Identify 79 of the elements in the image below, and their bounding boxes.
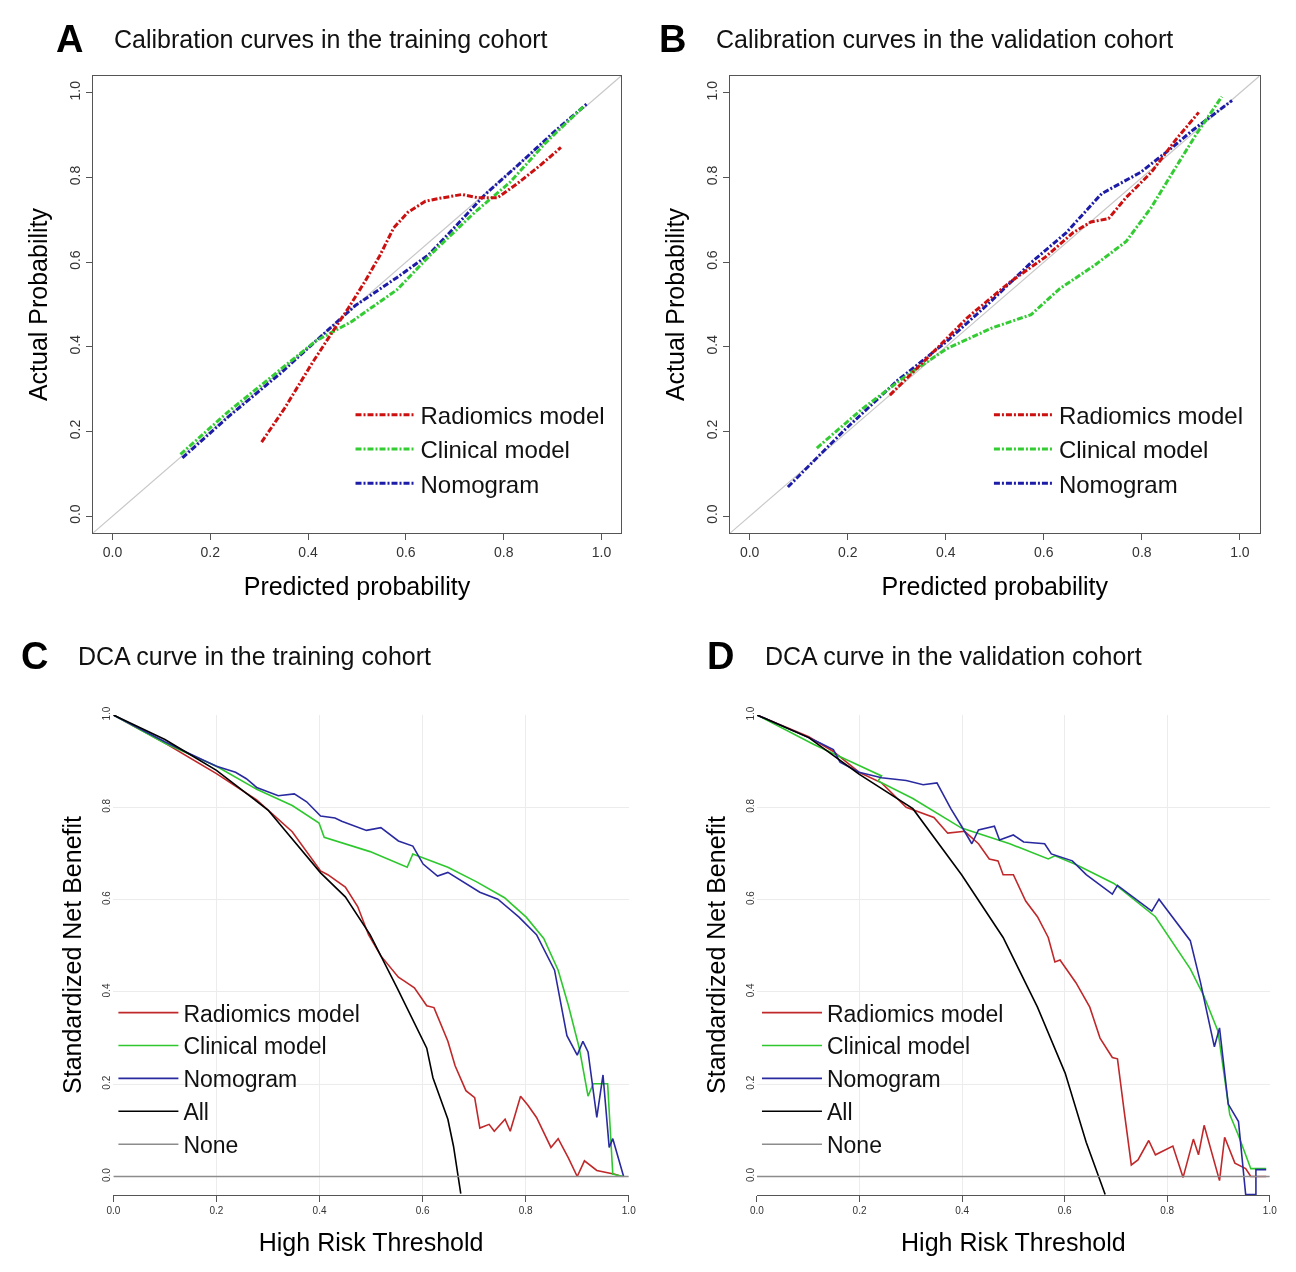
legend-label: Clinical model [826,1033,971,1060]
x-tick-label: 0.6 [415,1205,431,1217]
x-tick-label: 0.2 [852,1205,867,1217]
legend-label: Nomogram [1058,470,1178,498]
y-tick-label: 0.6 [101,890,113,906]
x-tick-label: 0.6 [396,544,416,561]
x-tick-label: 1.0 [1262,1205,1278,1217]
y-tick-label: 0.0 [704,504,721,524]
y-tick-label: 0.6 [67,250,84,270]
y-tick-label: 0.2 [101,1075,113,1090]
x-axis-title: High Risk Threshold [258,1228,484,1257]
legend-label: Radiomics model [183,1000,360,1027]
y-tick-label: 1.0 [67,80,84,101]
y-tick-label: 0.8 [67,165,84,186]
y-tick-label: 0.8 [744,798,756,813]
legend-label: Radiomics model [420,402,605,430]
y-tick-label: 0.4 [744,983,756,998]
legend-label: Radiomics model [826,1000,1004,1027]
y-tick-label: 0.8 [101,798,113,813]
legend-label: None [183,1132,239,1159]
y-tick-label: 0.2 [67,419,84,440]
y-tick-label: 0.8 [704,165,721,186]
y-tick-label: 0.4 [67,334,84,355]
x-tick-label: 1.0 [1230,544,1250,561]
line-series [888,110,1201,397]
chart-title: Calibration curves in the training cohort [114,25,548,53]
x-tick-label: 0.8 [1132,544,1152,561]
text: C [21,635,49,677]
y-axis-title: Standardized Net Benefit [58,815,87,1094]
x-tick-label: 0.4 [312,1205,327,1217]
y-axis-title: Actual Probability [23,207,52,402]
chart-title: DCA curve in the validation cohort [765,642,1142,670]
y-tick-label: 0.0 [744,1167,756,1182]
x-tick-label: 0.8 [518,1205,534,1217]
legend-label: Nomogram [183,1066,298,1093]
x-tick-label: 1.0 [591,544,612,561]
legend-label: Nomogram [826,1066,941,1093]
y-axis-title: Actual Probability [661,207,690,402]
text: D [707,635,735,677]
y-tick-label: 0.2 [704,419,721,440]
x-axis-title: Predicted probability [243,572,471,601]
x-tick-label: 0.2 [200,544,221,561]
line-series [756,715,1106,1195]
y-tick-label: 1.0 [101,706,113,721]
y-tick-label: 0.4 [704,334,721,355]
y-axis-title: Standardized Net Benefit [701,815,730,1094]
y-tick-label: 1.0 [744,706,756,721]
legend-label: Clinical model [1058,436,1209,464]
legend-label: Clinical model [183,1033,327,1060]
x-tick-label: 1.0 [621,1205,637,1217]
legend-label: Radiomics model [1058,402,1243,430]
y-tick-label: 0.6 [704,250,721,270]
x-tick-label: 0.2 [837,544,858,561]
x-tick-label: 0.8 [1160,1205,1175,1217]
x-tick-label: 0.4 [298,544,319,561]
y-tick-label: 0.0 [101,1167,113,1182]
line-series [113,715,462,1195]
legend-label: Nomogram [420,470,540,498]
legend-label: All [826,1099,853,1126]
legend-label: None [826,1132,882,1159]
chart-title: DCA curve in the training cohort [78,642,432,670]
y-tick-label: 0.4 [101,983,113,998]
x-axis-title: High Risk Threshold [901,1228,1126,1257]
x-tick-label: 0.8 [493,544,514,561]
legend-label: All [183,1099,209,1126]
y-tick-label: 0.2 [744,1075,756,1090]
x-tick-label: 0.4 [955,1205,970,1217]
x-tick-label: 0.4 [936,544,956,561]
x-axis-title: Predicted probability [881,572,1109,601]
x-tick-label: 0.2 [209,1205,224,1217]
chart-title: Calibration curves in the validation cohort [716,25,1174,53]
x-tick-label: 0.6 [1057,1205,1073,1217]
x-tick-label: 0.6 [1034,544,1054,561]
y-tick-label: 0.6 [744,890,756,906]
text: A [56,18,84,60]
y-tick-label: 0.0 [67,504,84,524]
y-tick-label: 1.0 [704,80,721,101]
text: B [659,18,687,60]
legend-label: Clinical model [420,436,570,464]
